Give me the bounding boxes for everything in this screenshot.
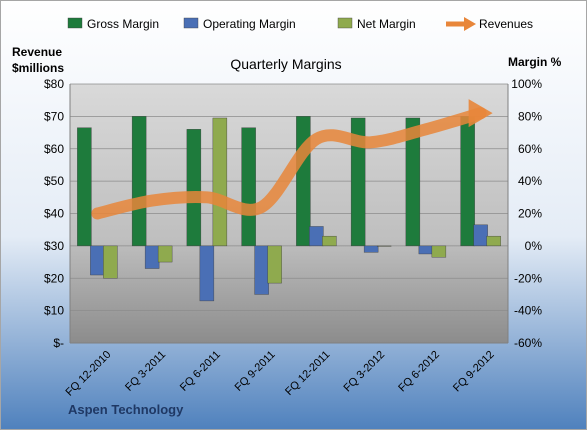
legend-swatch xyxy=(337,17,353,29)
y-right-label: Margin % xyxy=(508,55,562,69)
bar xyxy=(376,245,392,247)
y-left-tick-label: $70 xyxy=(44,109,64,123)
y-left-tick-label: $10 xyxy=(44,304,64,318)
bar xyxy=(486,235,501,247)
bar xyxy=(296,116,311,247)
legend-arrow xyxy=(464,17,476,31)
bar xyxy=(309,226,324,247)
y-right-tick-label: -40% xyxy=(514,304,542,318)
y-right-tick-label: 100% xyxy=(511,77,542,91)
bar xyxy=(212,117,228,247)
legend: Gross Margin Operating Margin Net Margin Re… xyxy=(67,17,533,31)
legend-label: Operating Margin xyxy=(203,17,296,31)
legend-swatch xyxy=(183,17,199,29)
company-name: Aspen Technology xyxy=(68,402,184,417)
legend-label: Gross Margin xyxy=(87,17,159,31)
y-right-tick-label: 0% xyxy=(525,239,543,253)
legend-label: Revenues xyxy=(479,17,533,31)
y-right-tick-label: 60% xyxy=(518,142,542,156)
y-left-label-line1: Revenue xyxy=(12,45,62,59)
bar xyxy=(431,245,447,258)
bar xyxy=(267,245,282,284)
y-left-tick-label: $- xyxy=(53,336,64,350)
y-left-tick-label: $50 xyxy=(44,174,64,188)
bar xyxy=(131,116,147,247)
bar xyxy=(199,245,215,302)
y-right-tick-label: 20% xyxy=(518,207,542,221)
y-left-tick-label: $40 xyxy=(44,207,64,221)
y-right-tick-label: 80% xyxy=(518,109,542,123)
revenue-line xyxy=(91,99,493,220)
bar xyxy=(473,224,488,247)
bar xyxy=(418,245,434,255)
y-right-tick-label: 40% xyxy=(518,174,542,188)
y-right-tick-label: -20% xyxy=(514,271,542,285)
legend-label: Net Margin xyxy=(357,17,416,31)
y-left-tick-label: $30 xyxy=(44,239,64,253)
bar xyxy=(103,245,118,279)
y-left-tick-label: $60 xyxy=(44,142,64,156)
bar xyxy=(90,245,105,276)
bars xyxy=(77,116,501,302)
bar xyxy=(77,127,92,247)
bar xyxy=(363,245,379,253)
y-left-label-line2: $millions xyxy=(12,61,64,75)
y-right-tick-label: -60% xyxy=(514,336,542,350)
bar xyxy=(157,245,173,263)
revenue-series-line xyxy=(91,107,487,220)
bar xyxy=(322,235,337,247)
bar xyxy=(405,117,421,247)
bar xyxy=(186,129,202,247)
bar xyxy=(144,245,160,269)
revenue-arrow-head xyxy=(468,99,493,128)
bar xyxy=(254,245,269,295)
bar xyxy=(460,116,475,247)
legend-swatch xyxy=(67,17,83,29)
y-left-tick-label: $80 xyxy=(44,77,64,91)
bar xyxy=(241,127,256,247)
chart-title: Quarterly Margins xyxy=(230,56,341,72)
y-left-tick-label: $20 xyxy=(44,271,64,285)
bar xyxy=(350,117,366,247)
